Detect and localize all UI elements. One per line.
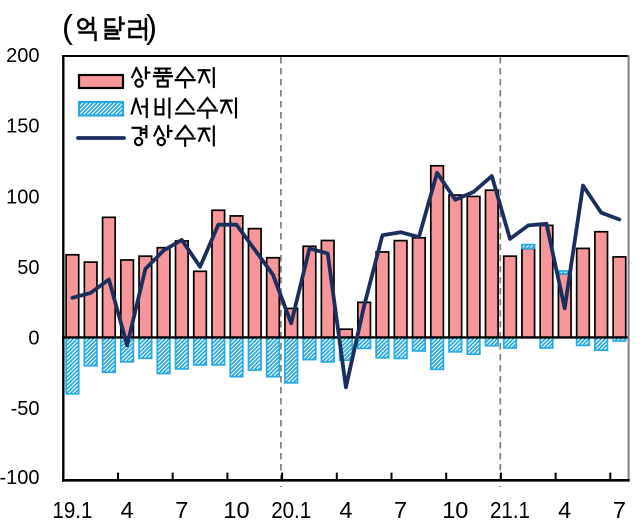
svg-text:-50: -50: [11, 398, 40, 420]
svg-text:(: (: [62, 8, 73, 45]
svg-text:10: 10: [442, 497, 468, 523]
svg-text:7: 7: [175, 497, 188, 523]
svg-text:4: 4: [558, 497, 571, 523]
svg-text:4: 4: [121, 497, 134, 523]
svg-text:50: 50: [17, 257, 39, 279]
svg-text:7: 7: [613, 497, 626, 523]
svg-text:10: 10: [223, 497, 249, 523]
svg-text:200: 200: [6, 45, 39, 67]
svg-text:7: 7: [394, 497, 407, 523]
svg-text:20.1: 20.1: [271, 497, 311, 523]
svg-text:19.1: 19.1: [52, 497, 92, 523]
svg-text:100: 100: [6, 186, 39, 208]
svg-text:-100: -100: [0, 467, 40, 489]
svg-text:): ): [146, 8, 157, 45]
svg-text:4: 4: [339, 497, 352, 523]
svg-text:0: 0: [28, 328, 39, 350]
svg-text:21.1: 21.1: [490, 497, 530, 523]
svg-text:150: 150: [6, 116, 39, 138]
